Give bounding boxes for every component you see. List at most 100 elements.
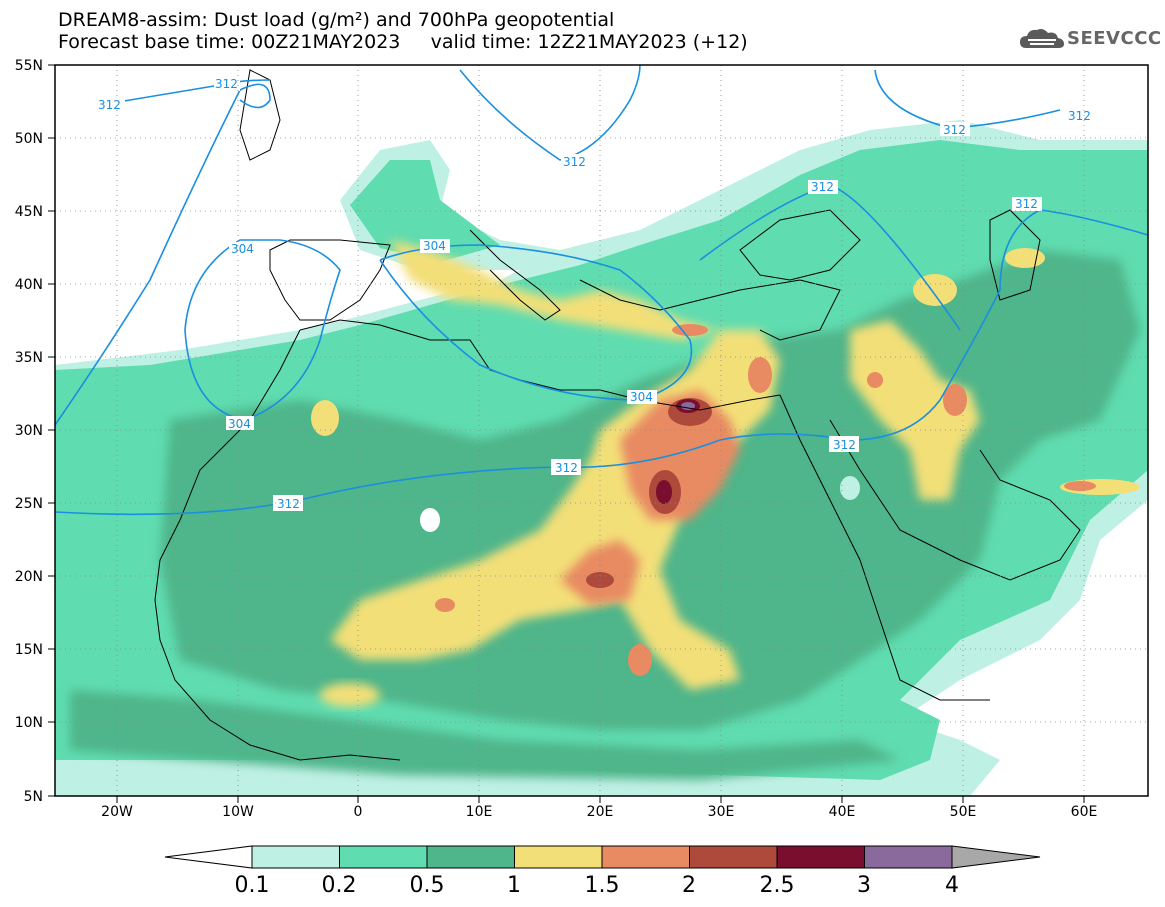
contour-label: 304 bbox=[229, 242, 257, 256]
contour-label: 312 bbox=[1066, 108, 1096, 123]
coast-caspian bbox=[989, 209, 1041, 301]
dust-level-1.5-gulf bbox=[1064, 481, 1096, 491]
clear-patch-mauritania bbox=[420, 508, 440, 532]
contour-labels: 312 312 312 312 312 304 304 304 304 312 … bbox=[97, 77, 1096, 511]
contour-label-text: 312 bbox=[215, 77, 238, 91]
contour-label-text: 312 bbox=[277, 497, 300, 511]
lat-tick-label: 40N bbox=[15, 277, 43, 293]
dust-level-1.5-iran bbox=[867, 372, 883, 388]
dust-level-1.5-egypt bbox=[748, 357, 772, 393]
colorbar-box bbox=[776, 845, 865, 869]
colorbar-label: 0.1 bbox=[235, 873, 270, 898]
contour-312-alps bbox=[459, 65, 641, 161]
colorbar-label: 0.2 bbox=[322, 873, 357, 898]
contour-label-text: 312 bbox=[1068, 109, 1091, 123]
lon-tick-label: 50E bbox=[950, 804, 977, 820]
dust-level-1.5-crete bbox=[672, 324, 708, 336]
clear-patch-egypt bbox=[840, 476, 860, 500]
contour-label-text: 304 bbox=[630, 390, 653, 404]
lon-tick-labels: 20W 10W 0 10E 20E 30E 40E 50E 60E bbox=[101, 804, 1097, 820]
lon-tick-label: 0 bbox=[354, 804, 363, 820]
colorbar-label: 3 bbox=[857, 873, 871, 898]
contour-label-text: 304 bbox=[423, 239, 446, 253]
colorbar-label: 2.5 bbox=[760, 873, 795, 898]
contour-label-text: 312 bbox=[555, 461, 578, 475]
lat-tick-label: 25N bbox=[15, 496, 43, 512]
contour-label: 304 bbox=[627, 390, 657, 404]
colorbar-box bbox=[601, 845, 690, 869]
contour-label-text: 312 bbox=[943, 123, 966, 137]
contour-label: 312 bbox=[97, 98, 125, 112]
coast-italy bbox=[469, 229, 561, 321]
coast-red-sea bbox=[779, 394, 990, 701]
contour-label: 312 bbox=[940, 122, 970, 137]
contour-312-sahara bbox=[55, 209, 1148, 516]
lat-tick-label: 35N bbox=[15, 350, 43, 366]
lat-tick-label: 50N bbox=[15, 131, 43, 147]
logo-text: SEEVCCC bbox=[1067, 28, 1162, 49]
lat-tick-label: 30N bbox=[15, 423, 43, 439]
dust-level-2.5-libya-a bbox=[656, 480, 672, 504]
colorbar-over-triangle bbox=[951, 845, 1041, 869]
lat-tick-label: 10N bbox=[15, 715, 43, 731]
colorbar-label: 0.5 bbox=[410, 873, 445, 898]
lat-tick-label: 15N bbox=[15, 642, 43, 658]
colorbar-label: 4 bbox=[945, 873, 959, 898]
map-title: DREAM8-assim: Dust load (g/m²) and 700hP… bbox=[58, 9, 615, 31]
lon-tick-label: 10E bbox=[466, 804, 493, 820]
lat-tick-labels: 55N 50N 45N 40N 35N 30N 25N 20N 15N 10N … bbox=[15, 58, 43, 805]
contour-label: 304 bbox=[226, 416, 254, 431]
lon-tick-label: 10W bbox=[222, 804, 254, 820]
gridlines bbox=[55, 65, 1148, 796]
contour-label-text: 312 bbox=[563, 155, 586, 169]
contour-label: 312 bbox=[273, 495, 303, 511]
lon-tick-label: 20W bbox=[101, 804, 133, 820]
dust-level-1.5-sudan bbox=[628, 644, 652, 676]
colorbar-box bbox=[426, 845, 515, 869]
dust-level-1-caspian bbox=[1005, 248, 1045, 268]
contour-label: 312 bbox=[561, 154, 589, 169]
geopotential-contours bbox=[55, 65, 1148, 516]
lat-tick-label: 5N bbox=[24, 789, 43, 805]
dust-level-0.5-sahel bbox=[70, 690, 900, 780]
lon-tick-label: 20E bbox=[587, 804, 614, 820]
colorbar-under-triangle bbox=[164, 845, 253, 869]
lat-tick-label: 20N bbox=[15, 569, 43, 585]
lon-tick-label: 30E bbox=[708, 804, 735, 820]
dust-level-1-mideast bbox=[850, 320, 980, 500]
coast-black-sea bbox=[739, 209, 861, 281]
contour-304-med bbox=[379, 244, 693, 401]
dust-level-1-caucasus bbox=[913, 274, 957, 306]
contour-312-nw bbox=[99, 79, 271, 106]
contour-label: 312 bbox=[1012, 197, 1042, 211]
dust-level-1-med bbox=[390, 240, 720, 340]
contour-label: 312 bbox=[808, 180, 838, 194]
contour-label-text: 312 bbox=[98, 98, 121, 112]
colorbar-label: 1 bbox=[507, 873, 521, 898]
coast-iberia bbox=[269, 239, 391, 321]
contour-label: 312 bbox=[214, 77, 240, 91]
dust-level-1-westafrica bbox=[320, 683, 380, 707]
contour-304-iberia bbox=[184, 239, 341, 421]
dust-level-3-libya bbox=[681, 402, 695, 410]
contour-label-text: 304 bbox=[228, 417, 251, 431]
lat-tick-label: 45N bbox=[15, 204, 43, 220]
colorbar-box bbox=[864, 845, 953, 869]
coast-arabia bbox=[829, 419, 1081, 581]
map-subtitle: Forecast base time: 00Z21MAY2023 valid t… bbox=[58, 31, 748, 53]
tick-marks bbox=[48, 64, 1085, 803]
contour-label-text: 312 bbox=[833, 438, 856, 452]
colorbar-label: 1.5 bbox=[585, 873, 620, 898]
colorbar-box bbox=[339, 845, 428, 869]
colorbar-boxes bbox=[251, 845, 953, 869]
contour-label-text: 312 bbox=[1015, 197, 1038, 211]
colorbar-label: 2 bbox=[682, 873, 696, 898]
contour-label: 312 bbox=[829, 436, 859, 452]
lon-tick-label: 60E bbox=[1071, 804, 1098, 820]
contour-label: 312 bbox=[551, 459, 581, 475]
lat-tick-label: 55N bbox=[15, 58, 43, 74]
dust-level-1-morocco bbox=[311, 400, 339, 436]
cloud-logo-icon bbox=[1020, 29, 1064, 48]
coast-greece-turkey bbox=[579, 279, 841, 341]
